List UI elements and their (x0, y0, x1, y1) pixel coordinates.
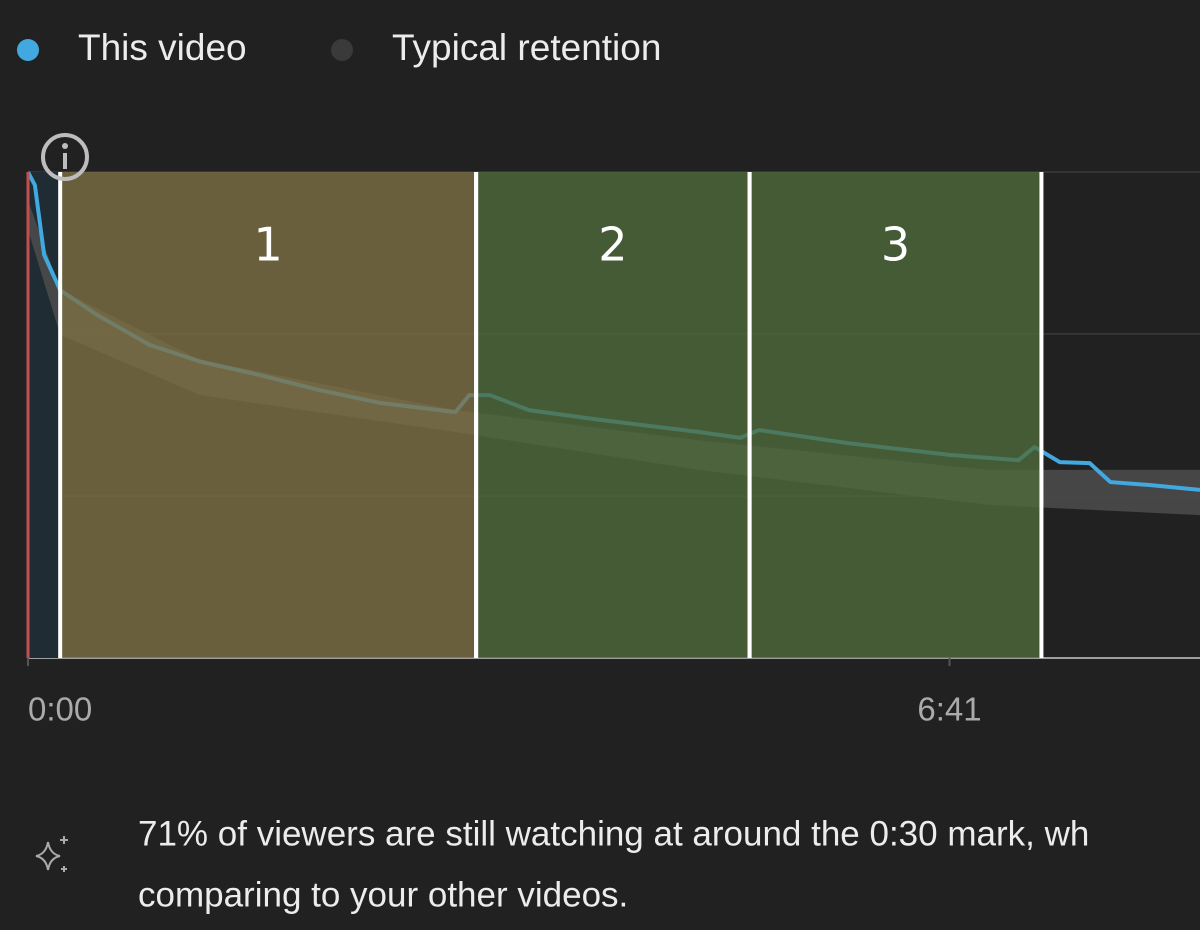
legend-label: Typical retention (392, 27, 661, 68)
insight-text: comparing to your other videos. (138, 875, 628, 914)
region-label: 2 (598, 218, 627, 272)
insight-text: 71% of viewers are still watching at aro… (138, 814, 1089, 853)
sparkle-icon (35, 836, 68, 872)
region (749, 172, 1042, 658)
legend-label: This video (78, 27, 247, 68)
region-label: 3 (881, 218, 910, 272)
legend-marker (331, 39, 353, 61)
region-label: 1 (254, 218, 283, 272)
info-icon[interactable] (41, 133, 89, 181)
x-tick-label: 6:41 (917, 691, 981, 728)
x-tick-label: 0:00 (28, 691, 92, 728)
legend-marker (17, 39, 39, 61)
region (60, 172, 477, 658)
region (476, 172, 750, 658)
